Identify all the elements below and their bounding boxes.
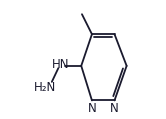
Text: HN: HN <box>52 58 69 71</box>
Text: H₂N: H₂N <box>34 81 56 94</box>
Text: N: N <box>110 102 119 115</box>
Text: N: N <box>87 102 96 115</box>
